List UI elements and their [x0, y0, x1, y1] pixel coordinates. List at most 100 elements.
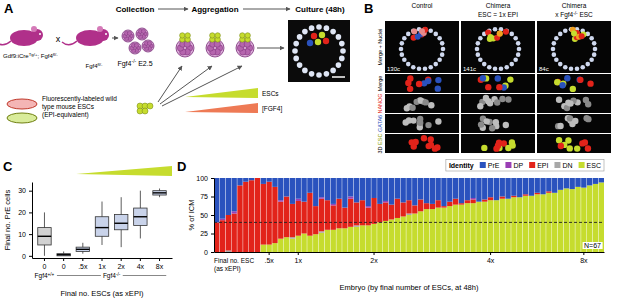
tick: 50 [200, 212, 214, 219]
micrograph [461, 114, 535, 133]
cell [556, 137, 562, 143]
embryo-body [236, 39, 254, 57]
embryo-body [176, 39, 194, 57]
bar-segment [331, 205, 336, 229]
bar-segment [296, 178, 301, 199]
cell [435, 118, 441, 124]
tick-label: 50 [200, 212, 208, 219]
cell [425, 143, 431, 149]
median [114, 223, 127, 224]
cell [417, 120, 423, 126]
bar-segment [319, 199, 324, 232]
tick-label: 100 [196, 175, 208, 182]
bar-segment [231, 178, 236, 211]
panel-label: C [3, 159, 13, 174]
bar-segment [301, 202, 306, 234]
cell-count: 84c [539, 66, 549, 72]
nucleus [593, 47, 598, 52]
bar-segment [400, 202, 405, 216]
esc-cell [180, 33, 185, 38]
icm-cell [503, 29, 509, 35]
micrograph [385, 94, 459, 113]
axis-line [214, 179, 215, 253]
bar-segment [278, 178, 283, 200]
esc-cell [210, 33, 215, 38]
arrow [243, 9, 290, 10]
bar-segment [418, 199, 423, 211]
bar-segment [366, 206, 371, 207]
cell [574, 145, 580, 151]
bar-segment [220, 219, 225, 220]
bar-segment [593, 178, 598, 184]
bar-segment [296, 236, 301, 252]
genotype-label-text: ; Fgf4 [37, 53, 53, 59]
bar-segment [377, 178, 382, 204]
median [38, 236, 51, 237]
bar-segment [535, 194, 540, 195]
bar-segment [424, 178, 429, 203]
micrograph [537, 74, 611, 93]
bar-segment [296, 199, 301, 201]
cell [405, 80, 411, 86]
esc-cell [215, 33, 220, 38]
micrograph [385, 114, 459, 133]
bar-segment [243, 182, 248, 252]
icm-cell [307, 40, 313, 46]
nucleus [302, 29, 308, 35]
bar-segment [511, 197, 516, 198]
embryo-body [122, 30, 134, 42]
embryo-icon [122, 30, 134, 42]
nucleus [297, 34, 303, 40]
bar-segment [540, 178, 545, 194]
bar-segment [266, 182, 271, 245]
column-subtitle-text: x Fgf4 [555, 11, 573, 19]
bar-segment [237, 185, 242, 252]
arrow [112, 38, 118, 39]
nucleus [428, 29, 433, 34]
bars [214, 178, 604, 252]
embryo-label-text: Fgf4 [117, 60, 131, 68]
panel-b: BControlChimeraESC = 1x EPIChimerax Fgf4… [364, 1, 611, 153]
legend-label: ESC [587, 162, 601, 169]
cell [494, 99, 500, 105]
bar-segment [441, 178, 446, 206]
tick-mark [44, 258, 45, 261]
tick-mark [102, 258, 103, 261]
icm-cell [319, 32, 325, 38]
cell [481, 145, 487, 151]
nucleus [592, 52, 597, 57]
tick-mark [211, 252, 214, 253]
tick-mark [374, 252, 375, 255]
nucleus [316, 72, 322, 78]
row-label-part: Merge [377, 76, 383, 92]
bar-segment [459, 178, 464, 203]
box [57, 254, 70, 256]
label-ground [583, 242, 603, 249]
bar-segment [371, 198, 376, 224]
esc-label: Fluorescently-labeled wildtype mouse ESC… [42, 95, 117, 119]
row-label: NANOG [377, 93, 383, 113]
bar-segment [569, 178, 574, 189]
cell [505, 145, 511, 151]
bar-segment [441, 206, 446, 207]
nucleus [589, 36, 594, 41]
bar-segment [558, 178, 563, 190]
bar-segment [441, 207, 446, 208]
panel-label: A [4, 1, 14, 16]
cell [496, 84, 502, 90]
tick-label: 2x [117, 263, 125, 270]
gradient-triangle [185, 103, 258, 113]
nucleus [417, 66, 422, 71]
bar-segment [412, 214, 417, 252]
mouse-eye [39, 33, 41, 35]
tick-label: .5x [264, 257, 274, 264]
gradient-label: ESCs [262, 90, 279, 97]
bar-segment [319, 233, 324, 252]
bar-segment [575, 178, 580, 187]
boxes [38, 189, 166, 256]
bar-segment [296, 201, 301, 236]
tick-label: 0 [62, 263, 66, 270]
icm-cell [579, 33, 585, 39]
nucleus [330, 68, 336, 74]
annotation: Final no. ESC(as xEPI) [214, 257, 254, 273]
